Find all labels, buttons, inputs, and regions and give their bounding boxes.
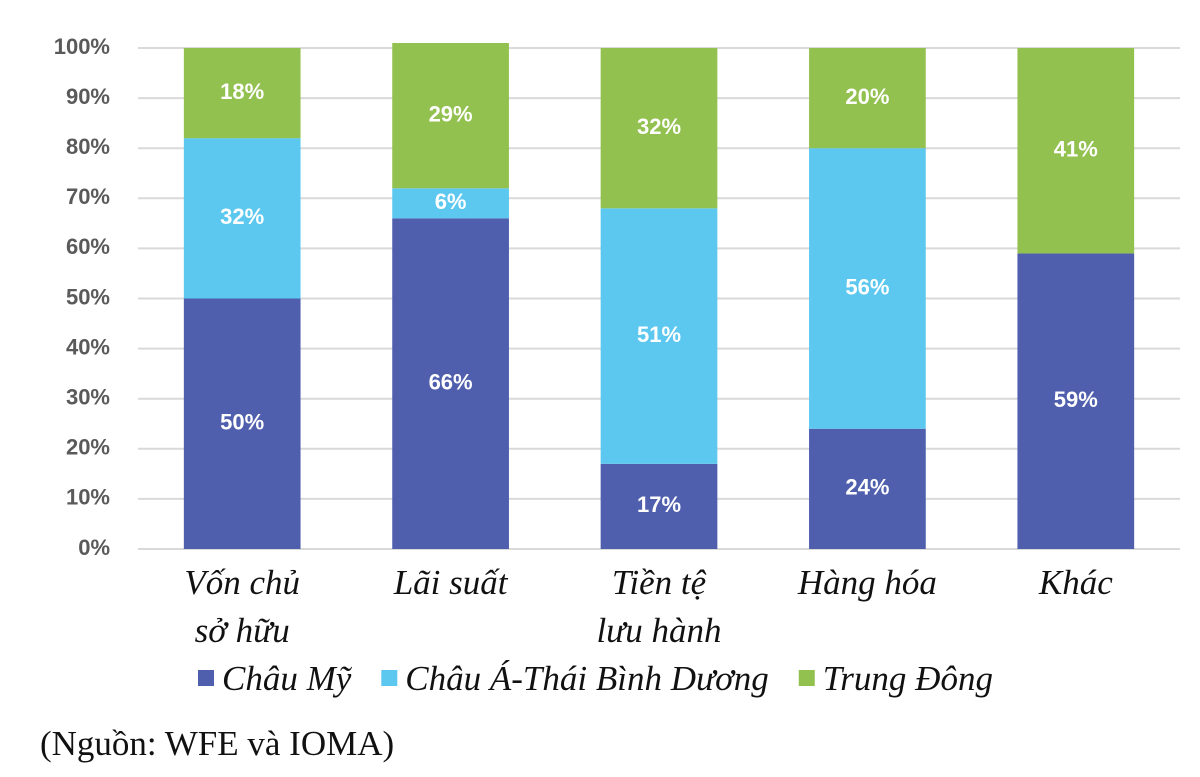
value-label: 59% bbox=[1054, 387, 1098, 412]
bar-segment bbox=[809, 148, 926, 429]
legend-label: Châu Mỹ bbox=[222, 659, 353, 698]
bar-segment bbox=[183, 48, 301, 139]
value-label: 17% bbox=[637, 492, 681, 517]
y-tick-label: 80% bbox=[66, 134, 110, 159]
value-label: 29% bbox=[429, 101, 473, 126]
bar-segment bbox=[392, 218, 509, 549]
bar-segment bbox=[1017, 253, 1135, 549]
legend-label: Trung Đông bbox=[823, 659, 993, 698]
legend-swatch bbox=[798, 670, 815, 686]
bar-segment bbox=[183, 138, 301, 299]
value-label: 51% bbox=[637, 322, 681, 347]
bar-segment bbox=[183, 298, 301, 549]
source-note: (Nguồn: WFE và IOMA) bbox=[40, 724, 394, 763]
bar-segment bbox=[392, 188, 509, 219]
y-tick-label: 70% bbox=[66, 184, 110, 209]
bar-segment bbox=[809, 48, 926, 149]
x-tick-label: sở hữu bbox=[195, 611, 290, 650]
x-tick-label: Vốn chủ bbox=[184, 563, 300, 602]
y-tick-label: 40% bbox=[66, 334, 110, 359]
value-label: 20% bbox=[845, 84, 889, 109]
bar-segment bbox=[809, 428, 926, 549]
y-tick-label: 30% bbox=[66, 385, 110, 410]
bar-segment bbox=[600, 208, 718, 464]
x-tick-label: Khác bbox=[1038, 563, 1113, 602]
value-label: 6% bbox=[435, 189, 467, 214]
bar-segment bbox=[600, 48, 718, 209]
y-tick-label: 0% bbox=[78, 535, 110, 560]
value-label: 66% bbox=[429, 369, 473, 394]
legend-swatch bbox=[381, 670, 398, 686]
y-tick-label: 60% bbox=[66, 234, 110, 259]
x-tick-label: lưu hành bbox=[596, 611, 721, 650]
value-label: 32% bbox=[220, 204, 264, 229]
y-tick-label: 20% bbox=[66, 435, 110, 460]
bar-segment bbox=[392, 42, 509, 189]
legend-swatch bbox=[198, 670, 214, 686]
x-tick-label: Tiền tệ bbox=[612, 563, 707, 602]
value-label: 56% bbox=[845, 274, 889, 299]
value-label: 50% bbox=[220, 410, 264, 435]
legend-label: Châu Á-Thái Bình Dương bbox=[405, 659, 768, 698]
y-tick-label: 100% bbox=[54, 34, 110, 59]
y-tick-label: 10% bbox=[66, 485, 110, 510]
x-tick-label: Lãi suất bbox=[393, 563, 509, 602]
value-label: 32% bbox=[637, 114, 681, 139]
y-tick-label: 50% bbox=[66, 284, 110, 309]
bar-segment bbox=[600, 463, 718, 549]
x-tick-label: Hàng hóa bbox=[797, 563, 937, 602]
value-label: 24% bbox=[845, 475, 889, 500]
y-tick-label: 90% bbox=[66, 84, 110, 109]
bar-segment bbox=[1017, 48, 1135, 254]
value-label: 18% bbox=[220, 79, 264, 104]
value-label: 41% bbox=[1054, 137, 1098, 162]
